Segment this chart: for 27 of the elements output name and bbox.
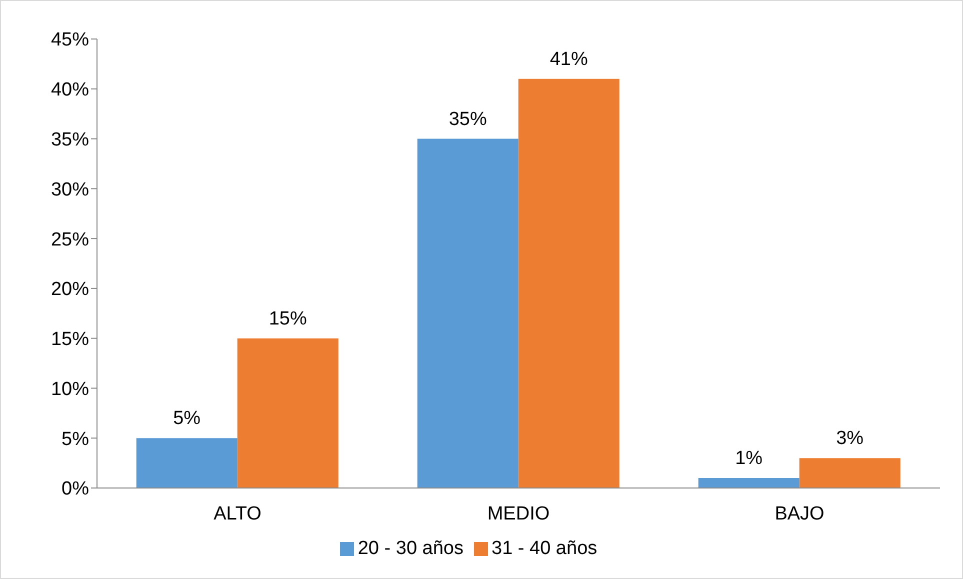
- y-tick-label: 15%: [50, 329, 90, 350]
- bar: [417, 138, 518, 488]
- bar: [237, 338, 338, 488]
- data-label: 41%: [550, 48, 588, 70]
- x-tick-label: BAJO: [774, 503, 824, 524]
- y-tick-label: 5%: [62, 428, 90, 450]
- bar: [698, 478, 800, 488]
- y-tick-label: 20%: [50, 279, 90, 300]
- bar: [799, 458, 900, 488]
- x-tick-label: ALTO: [214, 503, 262, 524]
- y-tick-label: 10%: [50, 378, 90, 400]
- legend-label: 20 - 30 años: [358, 538, 464, 559]
- y-tick-label: 45%: [50, 30, 90, 51]
- data-label: 15%: [268, 308, 307, 330]
- data-label: 3%: [836, 428, 864, 450]
- data-label: 5%: [173, 408, 201, 430]
- y-tick-label: 30%: [50, 179, 90, 200]
- y-tick-label: 25%: [50, 229, 90, 250]
- data-label: 1%: [735, 448, 763, 470]
- y-tick-label: 0%: [62, 478, 90, 500]
- legend-label: 31 - 40 años: [492, 538, 598, 559]
- y-tick-label: 35%: [50, 130, 90, 151]
- data-label: 35%: [448, 108, 487, 130]
- bar: [518, 78, 620, 488]
- x-tick-label: MEDIO: [487, 503, 550, 524]
- y-tick-label: 40%: [50, 80, 90, 101]
- bar: [136, 438, 238, 488]
